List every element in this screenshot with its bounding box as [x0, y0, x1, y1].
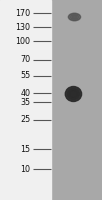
Ellipse shape [72, 15, 77, 19]
Ellipse shape [67, 88, 80, 100]
Ellipse shape [65, 86, 82, 102]
Bar [0, 0, 51, 200]
Text: 35: 35 [21, 98, 31, 107]
Text: 15: 15 [21, 144, 31, 154]
Text: 70: 70 [21, 55, 31, 64]
Ellipse shape [70, 14, 79, 20]
Text: 100: 100 [16, 36, 31, 46]
Text: 55: 55 [20, 72, 31, 80]
Text: 130: 130 [16, 22, 31, 31]
Text: 170: 170 [16, 8, 31, 18]
Text: 40: 40 [21, 88, 31, 98]
Text: 25: 25 [20, 116, 31, 124]
Text: 10: 10 [21, 164, 31, 173]
Ellipse shape [69, 90, 78, 98]
Ellipse shape [68, 13, 81, 21]
